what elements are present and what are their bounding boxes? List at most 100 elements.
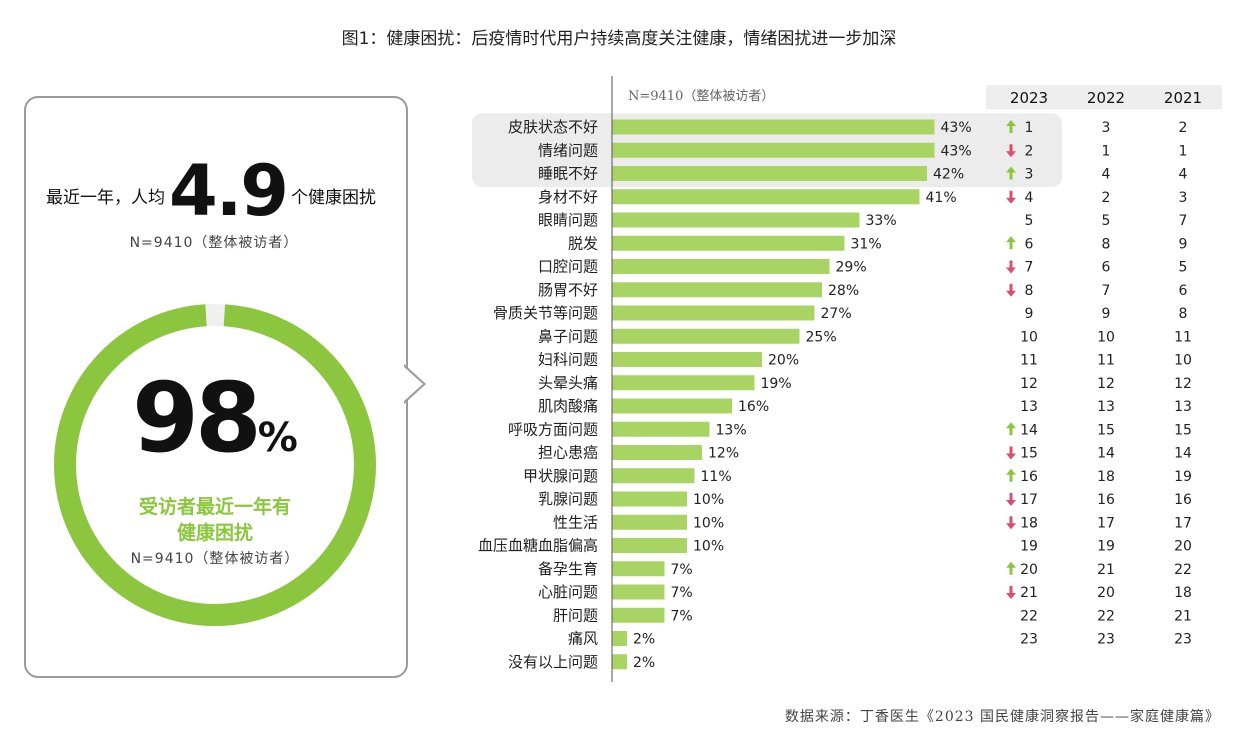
category-label: 血压血糖血脂偏高 (478, 537, 598, 555)
bar (612, 561, 665, 577)
rank-value: 18 (1097, 469, 1115, 485)
rank-down-arrow-icon (1006, 493, 1016, 506)
category-label: 身材不好 (538, 188, 598, 206)
bar-value-label: 11% (701, 469, 732, 485)
rank-value: 15 (1020, 446, 1038, 462)
category-label: 口腔问题 (538, 258, 598, 276)
rank-value: 4 (1102, 167, 1111, 183)
bar (612, 445, 702, 460)
bar-value-label: 7% (671, 608, 693, 624)
rank-value: 23 (1174, 632, 1192, 648)
bar-value-label: 28% (828, 283, 859, 299)
bar-value-label: 10% (693, 539, 724, 555)
bar-value-label: 16% (738, 399, 769, 415)
rank-down-arrow-icon (1006, 516, 1016, 530)
rank-value: 3 (1179, 190, 1188, 206)
bar (612, 584, 665, 600)
rank-value: 11 (1097, 353, 1115, 369)
average-value: 4.9 (169, 150, 289, 232)
bar-value-label: 2% (633, 655, 655, 671)
rank-value: 2 (1102, 190, 1111, 206)
ring-percent-value: 98 (132, 362, 262, 474)
category-label: 肌肉酸痛 (538, 397, 598, 415)
rank-value: 12 (1174, 376, 1192, 392)
rank-value: 9 (1025, 306, 1034, 322)
bar-value-label: 42% (933, 167, 964, 183)
rank-up-arrow-icon (1006, 422, 1016, 436)
rank-value: 14 (1020, 422, 1038, 438)
rank-down-arrow-icon (1006, 260, 1016, 274)
category-label: 甲状腺问题 (523, 467, 598, 485)
rank-value: 3 (1025, 167, 1034, 183)
chart-sample-note: N=9410（整体被访者） (628, 89, 774, 104)
bar (612, 421, 710, 437)
rank-value: 5 (1025, 213, 1034, 229)
ring-percent: 98% (60, 362, 370, 474)
category-label: 脱发 (568, 234, 598, 252)
rank-value: 16 (1097, 492, 1115, 508)
category-label: 妇科问题 (538, 351, 598, 369)
bar (612, 352, 762, 367)
rank-value: 22 (1097, 608, 1115, 624)
rank-value: 19 (1097, 539, 1115, 555)
rank-value: 14 (1174, 446, 1192, 462)
rank-value: 23 (1020, 632, 1038, 648)
ring-label-line1: 受访者最近一年有 (138, 496, 291, 518)
bar-value-label: 10% (693, 492, 724, 508)
rank-value: 1 (1179, 143, 1188, 159)
category-label: 备孕生育 (538, 560, 598, 578)
bar (612, 166, 927, 181)
bar (612, 119, 935, 135)
rank-value: 23 (1097, 632, 1115, 648)
rank-value: 14 (1097, 446, 1115, 462)
category-label: 性生活 (553, 513, 598, 531)
rank-value: 13 (1097, 399, 1115, 415)
rank-value: 5 (1179, 260, 1188, 276)
bar (612, 538, 687, 553)
bar-value-label: 20% (768, 353, 799, 369)
category-label: 乳腺问题 (538, 490, 598, 508)
bar-value-label: 43% (941, 120, 972, 136)
bar-value-label: 2% (633, 632, 655, 648)
average-prefix: 最近一年，人均 (46, 188, 165, 208)
rank-value: 7 (1025, 260, 1034, 276)
rank-up-arrow-icon (1006, 236, 1016, 250)
average-suffix: 个健康困扰 (291, 188, 377, 208)
bar (612, 631, 627, 646)
category-label: 肝问题 (553, 606, 598, 624)
bar (612, 259, 830, 274)
category-label: 担心患癌 (538, 444, 598, 462)
rank-value: 3 (1102, 120, 1111, 136)
category-label: 呼吸方面问题 (508, 420, 598, 438)
rank-up-arrow-icon (1006, 166, 1016, 180)
bar (612, 468, 695, 484)
rank-down-arrow-icon (1006, 446, 1016, 460)
rank-year-header: 2022 (1087, 89, 1125, 107)
rank-value: 16 (1174, 492, 1192, 508)
bar-value-label: 31% (851, 236, 882, 252)
ring-label-line2: 健康困扰 (176, 522, 253, 544)
bar-value-label: 27% (821, 306, 852, 322)
rank-value: 6 (1025, 236, 1034, 252)
rank-up-arrow-icon (1006, 561, 1016, 575)
rank-value: 22 (1020, 608, 1038, 624)
rank-value: 11 (1174, 329, 1192, 345)
bar-value-label: 29% (836, 260, 867, 276)
category-label: 头晕头痛 (538, 374, 598, 392)
bar-value-label: 10% (693, 515, 724, 531)
rank-year-header: 2021 (1164, 89, 1202, 107)
category-label: 心脏问题 (538, 583, 598, 601)
ring-sample-note: N=9410（整体被访者） (130, 551, 300, 567)
rank-value: 22 (1174, 562, 1192, 578)
rank-value: 9 (1102, 306, 1111, 322)
rank-value: 18 (1174, 585, 1192, 601)
bar (612, 398, 732, 414)
rank-value: 8 (1025, 283, 1034, 299)
rank-down-arrow-icon (1006, 190, 1016, 204)
rank-value: 9 (1179, 236, 1188, 252)
ring-arc (54, 304, 376, 626)
rank-value: 7 (1179, 213, 1188, 229)
category-label: 肠胃不好 (538, 281, 598, 299)
rank-value: 12 (1020, 376, 1038, 392)
